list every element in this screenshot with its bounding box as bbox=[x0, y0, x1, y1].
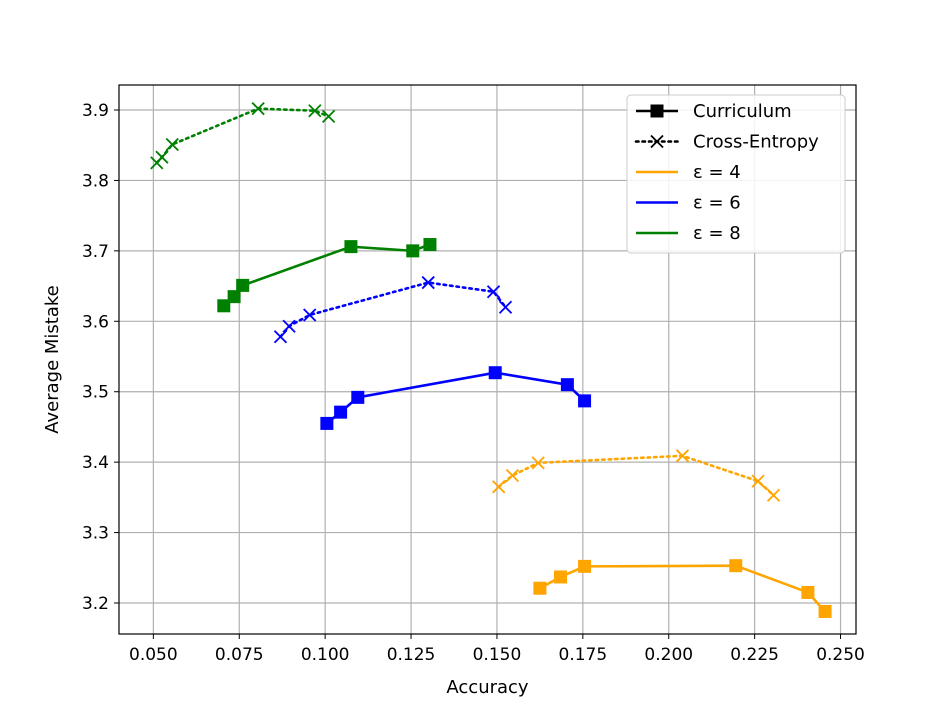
series-layer bbox=[150, 101, 832, 618]
y-tick-label: 3.6 bbox=[82, 312, 109, 332]
data-point-x bbox=[303, 308, 317, 322]
legend-label: ε = 4 bbox=[693, 162, 741, 183]
x-tick-label: 0.250 bbox=[816, 645, 865, 665]
tick-layer: 0.050 0.075 0.100 0.125 0.150 0.175 0.200 0.225… bbox=[82, 101, 865, 665]
data-point-x bbox=[505, 468, 520, 483]
data-point-square bbox=[488, 366, 502, 380]
data-point-square bbox=[533, 581, 547, 595]
data-point-square bbox=[236, 278, 250, 292]
series-curriculum-6 bbox=[320, 366, 592, 430]
data-point-x bbox=[486, 285, 501, 299]
y-tick-label: 3.4 bbox=[82, 453, 109, 473]
data-point-x bbox=[321, 109, 336, 123]
legend-item: ε = 6 bbox=[636, 193, 741, 214]
x-tick-label: 0.175 bbox=[559, 645, 608, 665]
data-point-x bbox=[531, 456, 545, 470]
x-tick-label: 0.200 bbox=[644, 645, 693, 665]
grid-layer bbox=[119, 85, 856, 634]
series-cross-entropy-4 bbox=[492, 449, 781, 502]
data-point-x bbox=[766, 488, 781, 502]
x-tick-label: 0.050 bbox=[129, 645, 178, 665]
legend-box bbox=[626, 94, 846, 254]
data-point-square bbox=[217, 299, 231, 313]
legend-label: Cross-Entropy bbox=[693, 132, 819, 153]
data-point-square bbox=[801, 585, 815, 599]
series-line bbox=[222, 243, 431, 307]
series-curriculum-4 bbox=[533, 559, 832, 618]
x-tick-label: 0.125 bbox=[387, 645, 436, 665]
y-axis-label: Average Mistake bbox=[42, 285, 63, 434]
x-tick-label: 0.100 bbox=[301, 645, 350, 665]
legend: Curriculum Cross-Entropy ε = 4 ε = 6 ε = 8 bbox=[626, 94, 846, 254]
data-point-square bbox=[227, 290, 241, 304]
data-point-x bbox=[492, 480, 506, 494]
data-point-x bbox=[675, 449, 690, 463]
series-line bbox=[155, 107, 330, 165]
legend-item: Cross-Entropy bbox=[634, 132, 819, 153]
data-point-x bbox=[273, 330, 288, 344]
x-tick-label: 0.225 bbox=[730, 645, 779, 665]
data-point-x bbox=[155, 150, 169, 164]
data-point-square bbox=[406, 244, 420, 258]
data-point-square bbox=[578, 559, 592, 573]
data-point-square bbox=[818, 604, 832, 618]
y-tick-label: 3.5 bbox=[82, 383, 109, 403]
data-point-square bbox=[351, 390, 365, 404]
legend-label: ε = 8 bbox=[693, 223, 741, 244]
data-point-square bbox=[729, 559, 743, 573]
data-point-square bbox=[560, 378, 574, 392]
data-point-x bbox=[751, 474, 765, 488]
data-point-square bbox=[344, 240, 358, 254]
legend-item: ε = 8 bbox=[636, 223, 741, 244]
x-axis-label: Accuracy bbox=[446, 677, 529, 698]
y-tick-label: 3.2 bbox=[82, 594, 109, 614]
data-point-square bbox=[554, 570, 568, 584]
series-line bbox=[326, 371, 586, 425]
legend-label: ε = 6 bbox=[693, 193, 741, 214]
data-point-square bbox=[578, 394, 592, 408]
data-point-square bbox=[334, 405, 348, 419]
y-tick-label: 3.8 bbox=[82, 171, 109, 191]
y-tick-label: 3.9 bbox=[82, 101, 109, 121]
data-point-x bbox=[498, 300, 513, 314]
data-point-square bbox=[423, 238, 437, 252]
x-tick-label: 0.150 bbox=[473, 645, 522, 665]
data-point-x bbox=[165, 137, 179, 152]
data-point-x bbox=[308, 104, 322, 118]
data-point-x bbox=[421, 275, 435, 290]
legend-marker-x bbox=[650, 134, 664, 149]
plot-frame bbox=[118, 84, 857, 635]
series-cross-entropy-8 bbox=[150, 101, 336, 170]
legend-label: Curriculum bbox=[693, 101, 792, 122]
legend-item: Curriculum bbox=[636, 101, 792, 122]
legend-marker-square bbox=[650, 104, 664, 118]
data-point-x bbox=[251, 101, 265, 116]
data-point-square bbox=[320, 416, 334, 430]
legend-item: ε = 4 bbox=[636, 162, 741, 183]
series-cross-entropy-6 bbox=[273, 275, 513, 344]
series-curriculum-8 bbox=[217, 238, 437, 313]
data-point-x bbox=[282, 319, 296, 333]
x-tick-label: 0.075 bbox=[215, 645, 264, 665]
y-tick-label: 3.3 bbox=[82, 524, 109, 544]
y-tick-label: 3.7 bbox=[82, 242, 109, 262]
